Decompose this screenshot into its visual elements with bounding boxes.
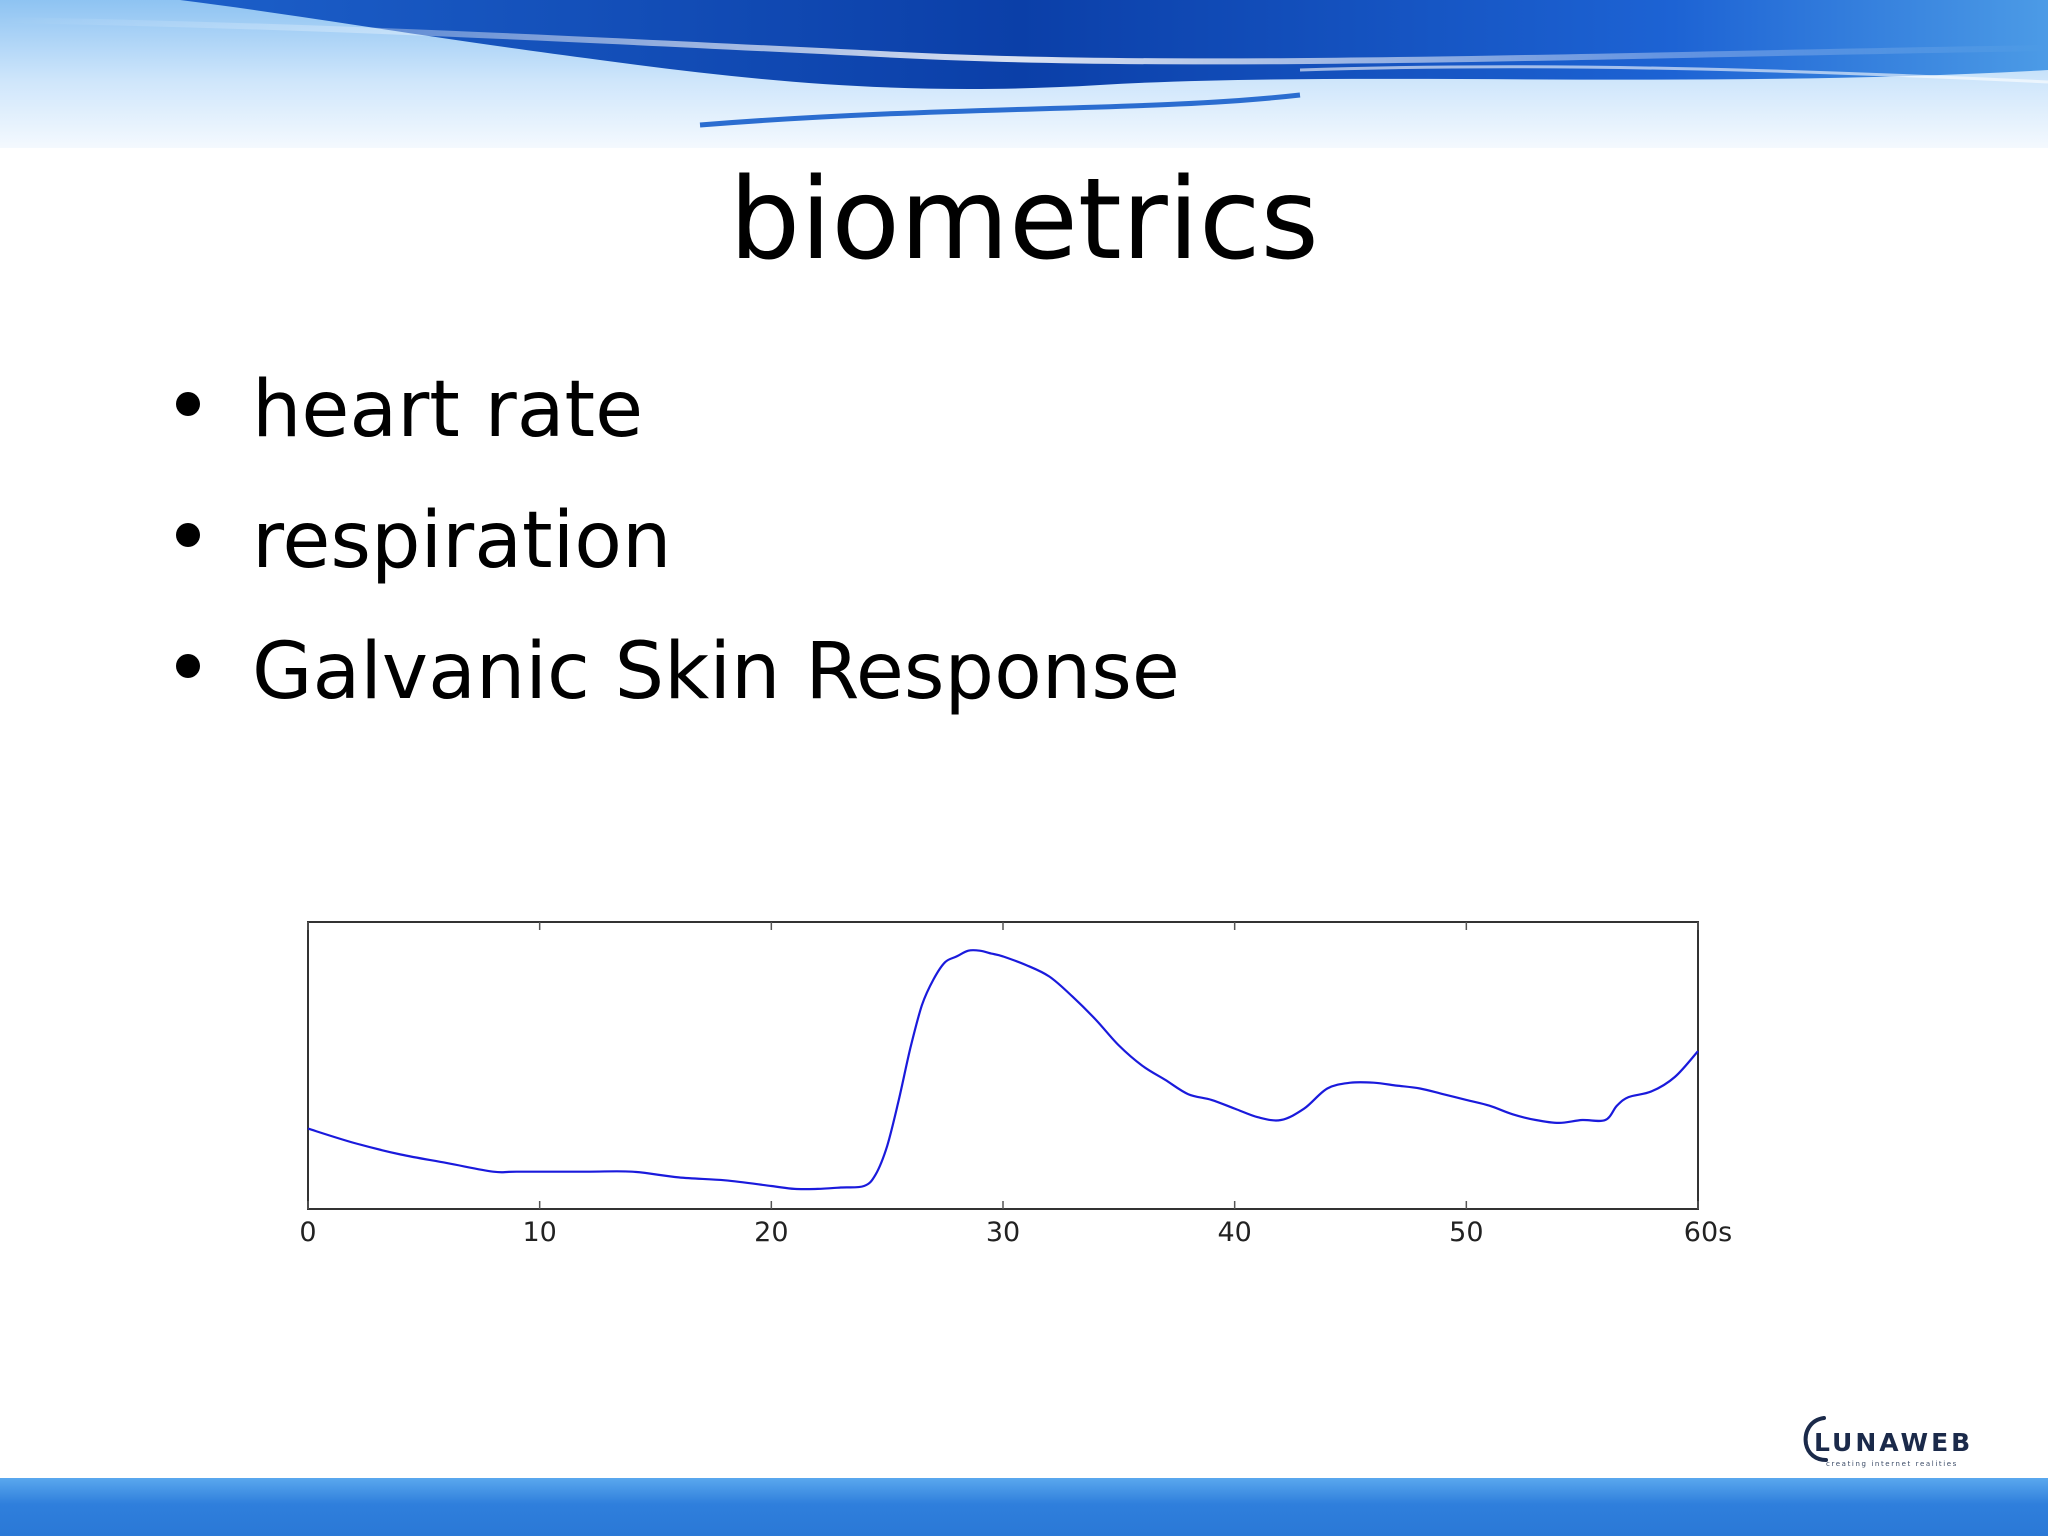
gsr-series-line [307, 949, 1699, 1191]
bullet-item: Galvanic Skin Response [170, 622, 1180, 753]
gsr-chart: 0 10 20 30 40 50 60s [299, 921, 1732, 1248]
x-tick-label: 0 [299, 1217, 316, 1248]
x-tick-label: 30 [986, 1217, 1020, 1248]
bullet-item: heart rate [170, 360, 1180, 491]
x-tick-label: 20 [754, 1217, 788, 1248]
bullet-text: heart rate [252, 365, 644, 455]
footer-bar [0, 1478, 2048, 1536]
x-tick-label: 10 [522, 1217, 556, 1248]
x-tick-label: 50 [1449, 1217, 1483, 1248]
bullet-list: heart rate respiration Galvanic Skin Res… [170, 360, 1180, 753]
bullet-dot-icon [176, 523, 200, 547]
bullet-text: Galvanic Skin Response [252, 627, 1180, 717]
lunaweb-logo: LUNAWEB creating internet realities [1803, 1416, 1973, 1468]
bullet-dot-icon [176, 654, 200, 678]
bullet-text: respiration [252, 496, 672, 586]
plot-frame [307, 921, 1699, 1210]
header-banner [0, 0, 2048, 148]
x-tick-label: 60s [1684, 1217, 1732, 1248]
x-tick-label: 40 [1217, 1217, 1251, 1248]
logo-tagline: creating internet realities [1826, 1460, 1958, 1468]
bullet-item: respiration [170, 491, 1180, 622]
slide-title: biometrics [729, 155, 1319, 285]
logo-wordmark: LUNAWEB [1814, 1428, 1973, 1457]
bullet-dot-icon [176, 392, 200, 416]
